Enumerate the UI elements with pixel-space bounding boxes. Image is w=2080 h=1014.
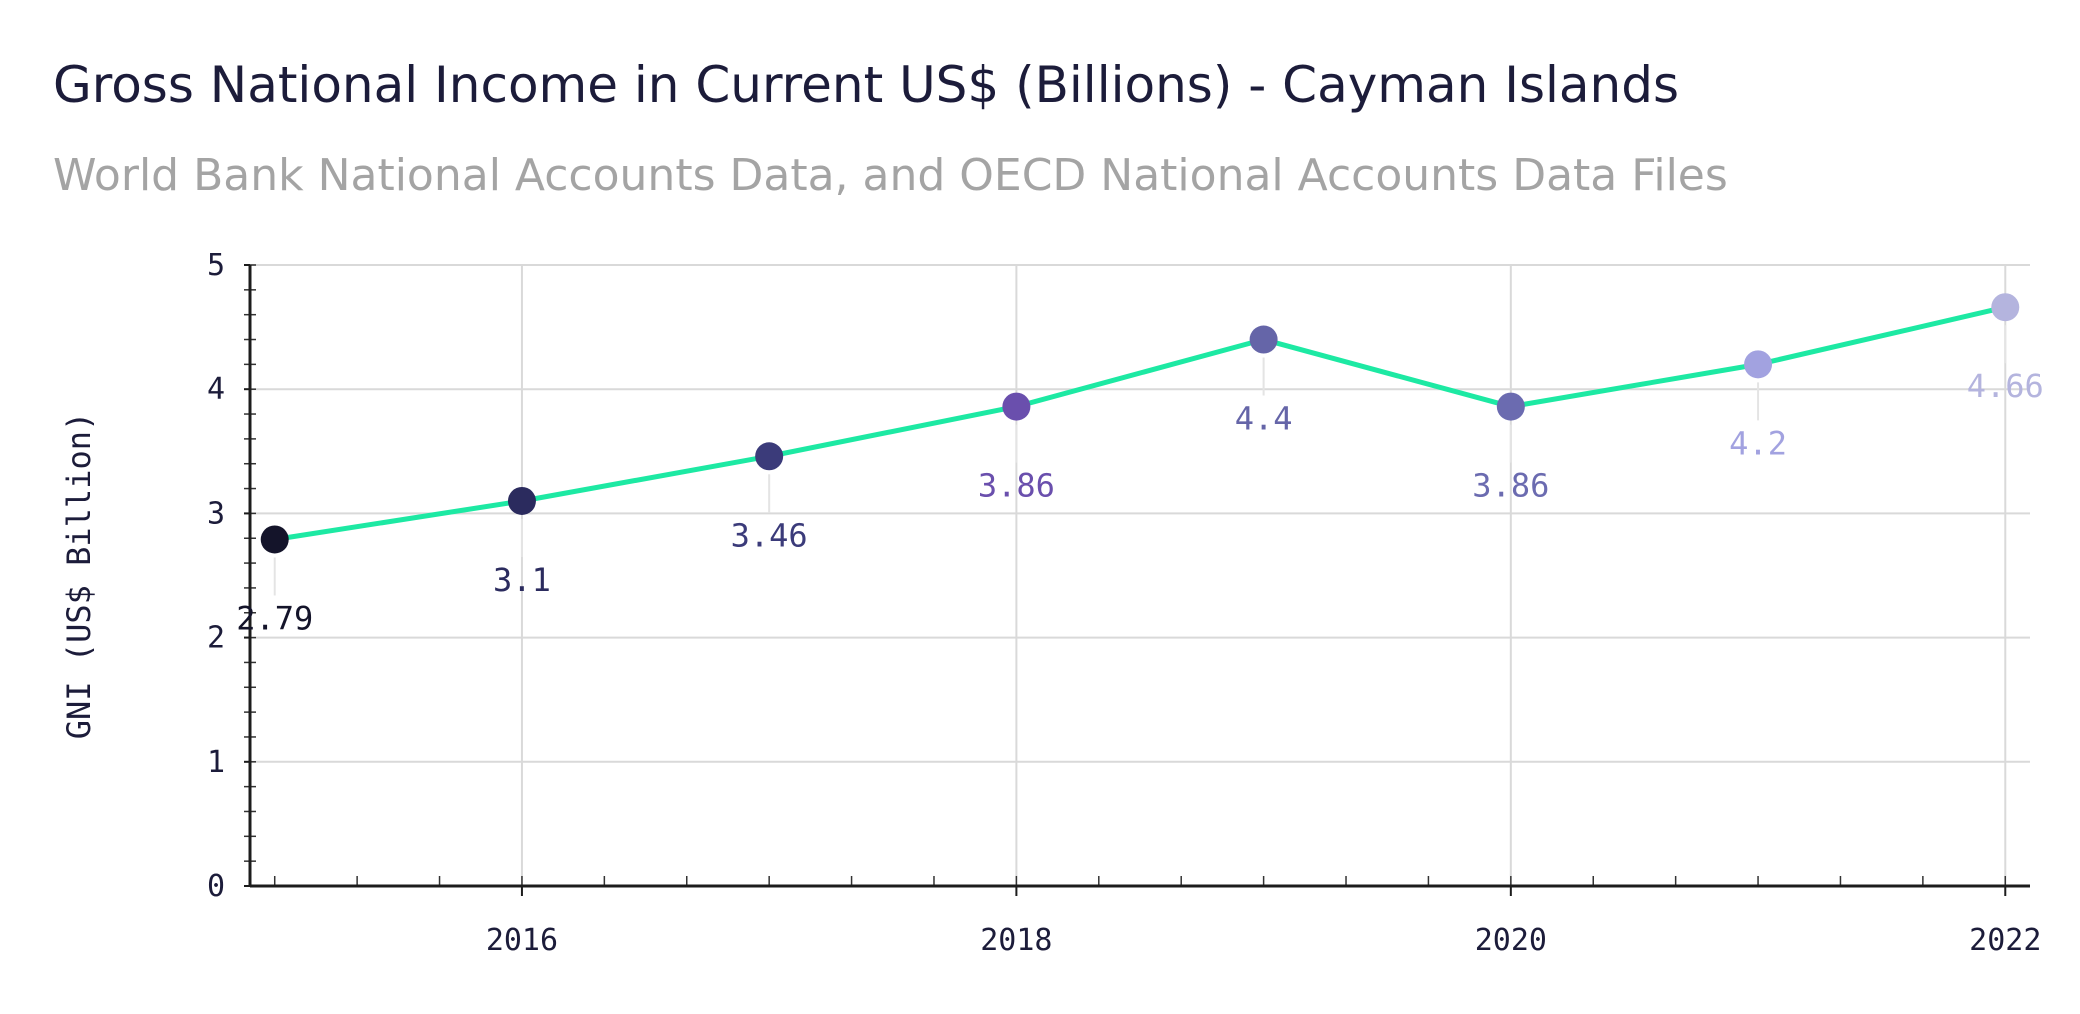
data-label: 2.79 <box>236 599 313 637</box>
x-tick-label: 2016 <box>486 923 558 958</box>
y-tick-label: 3 <box>207 496 225 531</box>
y-tick-label: 1 <box>207 745 225 780</box>
data-point <box>260 525 289 554</box>
x-tick-label: 2018 <box>980 923 1052 958</box>
data-point <box>507 486 536 515</box>
data-point <box>1744 350 1773 379</box>
y-tick-labels: 0 1 2 3 4 5 <box>207 248 225 904</box>
y-axis-title: GNI (US$ Billion) <box>60 412 98 740</box>
chart-subtitle: World Bank National Accounts Data, and O… <box>53 150 1728 201</box>
x-tick-labels: 2016 2018 2020 2022 <box>486 923 2042 958</box>
data-label: 3.86 <box>978 467 1055 505</box>
data-labels: 2.79 3.1 3.46 3.86 4.4 3.86 4.2 4.66 <box>236 325 2044 637</box>
x-tick-label: 2022 <box>1969 923 2041 958</box>
chart-title: Gross National Income in Current US$ (Bi… <box>53 56 1680 114</box>
data-label: 4.2 <box>1729 424 1787 462</box>
y-tick-label: 5 <box>207 248 225 283</box>
axes <box>244 264 2030 896</box>
data-label: 3.86 <box>1472 467 1549 505</box>
series-gni <box>260 293 2020 554</box>
data-point <box>1002 392 1031 421</box>
data-point <box>1496 392 1525 421</box>
x-tick-label: 2020 <box>1475 923 1547 958</box>
data-point <box>755 442 784 471</box>
data-point <box>1991 293 2020 322</box>
y-tick-label: 4 <box>207 372 225 407</box>
data-label: 3.46 <box>731 516 808 554</box>
y-tick-label: 2 <box>207 621 225 656</box>
grid-lines <box>250 264 2030 886</box>
data-label: 3.1 <box>493 561 551 599</box>
data-label: 4.4 <box>1235 400 1293 438</box>
data-label: 4.66 <box>1967 367 2044 405</box>
data-point <box>1249 325 1278 354</box>
series-line <box>274 304 2006 542</box>
y-tick-label: 0 <box>207 869 225 904</box>
